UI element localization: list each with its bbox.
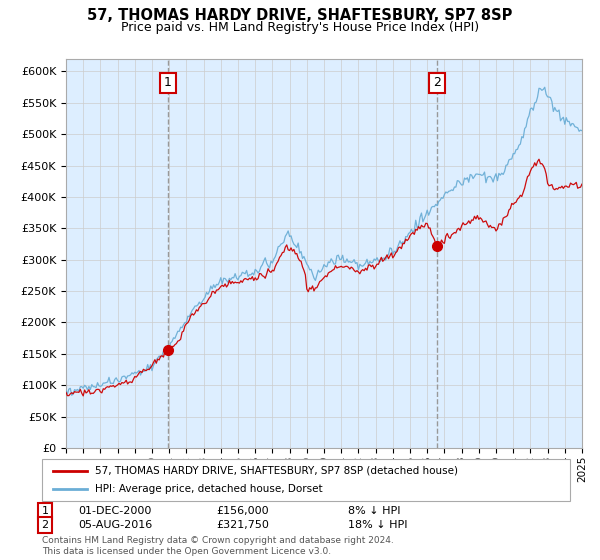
Text: £321,750: £321,750 <box>216 520 269 530</box>
Text: 57, THOMAS HARDY DRIVE, SHAFTESBURY, SP7 8SP: 57, THOMAS HARDY DRIVE, SHAFTESBURY, SP7… <box>88 8 512 24</box>
Text: Price paid vs. HM Land Registry's House Price Index (HPI): Price paid vs. HM Land Registry's House … <box>121 21 479 34</box>
Text: 01-DEC-2000: 01-DEC-2000 <box>78 506 151 516</box>
Text: 1: 1 <box>41 506 49 516</box>
Text: 8% ↓ HPI: 8% ↓ HPI <box>348 506 401 516</box>
Text: 57, THOMAS HARDY DRIVE, SHAFTESBURY, SP7 8SP (detached house): 57, THOMAS HARDY DRIVE, SHAFTESBURY, SP7… <box>95 466 458 476</box>
Text: 18% ↓ HPI: 18% ↓ HPI <box>348 520 407 530</box>
Text: HPI: Average price, detached house, Dorset: HPI: Average price, detached house, Dors… <box>95 484 322 494</box>
Text: Contains HM Land Registry data © Crown copyright and database right 2024.
This d: Contains HM Land Registry data © Crown c… <box>42 536 394 556</box>
Text: 2: 2 <box>433 76 441 89</box>
Text: 2: 2 <box>41 520 49 530</box>
Text: £156,000: £156,000 <box>216 506 269 516</box>
FancyBboxPatch shape <box>42 459 570 501</box>
Text: 05-AUG-2016: 05-AUG-2016 <box>78 520 152 530</box>
Text: 1: 1 <box>164 76 172 89</box>
